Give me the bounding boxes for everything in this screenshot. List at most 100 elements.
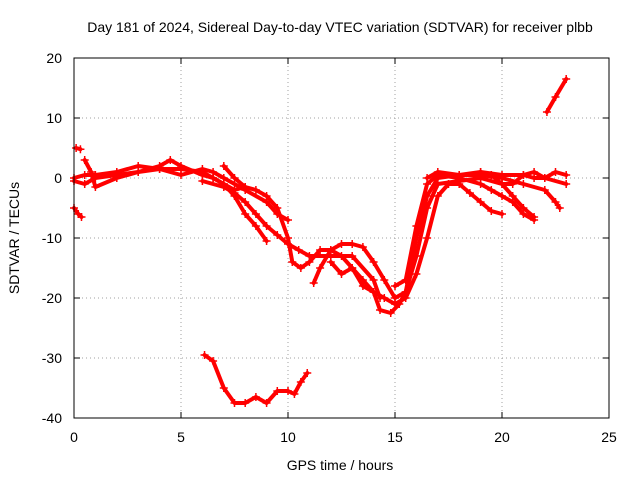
grid bbox=[74, 58, 609, 418]
data-point bbox=[251, 186, 260, 194]
data-point bbox=[166, 156, 175, 164]
data-point bbox=[401, 288, 410, 296]
data-point bbox=[262, 222, 271, 230]
data-point bbox=[262, 399, 271, 407]
data-point bbox=[423, 234, 432, 242]
data-point bbox=[284, 234, 292, 242]
y-tick-label: -20 bbox=[42, 290, 62, 306]
data-point bbox=[262, 192, 271, 200]
data-point bbox=[401, 276, 410, 284]
data-point bbox=[423, 174, 432, 182]
data-point bbox=[498, 192, 506, 200]
data-point bbox=[551, 168, 560, 176]
data-point bbox=[230, 399, 239, 407]
y-tick-label: -40 bbox=[42, 410, 62, 426]
data-point bbox=[209, 357, 218, 365]
series-arc-13 bbox=[202, 353, 310, 405]
data-point bbox=[358, 282, 367, 290]
data-point bbox=[80, 180, 89, 188]
x-tick-label: 10 bbox=[280, 429, 296, 445]
data-point bbox=[76, 145, 85, 154]
data-point bbox=[487, 171, 496, 179]
data-point bbox=[219, 174, 228, 182]
data-point bbox=[87, 168, 96, 176]
series-arc-9 bbox=[311, 173, 562, 300]
data-point bbox=[219, 183, 228, 191]
x-tick-label: 25 bbox=[601, 429, 617, 445]
data-point bbox=[273, 204, 282, 212]
chart-title: Day 181 of 2024, Sidereal Day-to-day VTE… bbox=[87, 19, 593, 35]
data-point bbox=[296, 264, 305, 272]
data-point bbox=[380, 294, 389, 302]
data-point bbox=[296, 378, 305, 386]
data-point bbox=[551, 198, 560, 206]
data-point bbox=[540, 174, 549, 182]
data-point bbox=[412, 222, 421, 230]
y-tick-label: 0 bbox=[54, 170, 62, 186]
y-tick-label: -30 bbox=[42, 350, 62, 366]
data-point bbox=[498, 210, 506, 218]
data-point bbox=[358, 243, 367, 251]
x-tick-label: 15 bbox=[387, 429, 403, 445]
data-point bbox=[290, 390, 299, 398]
data-point bbox=[77, 213, 86, 221]
data-point bbox=[530, 216, 539, 224]
series-arc-10 bbox=[393, 173, 537, 288]
data-point bbox=[337, 270, 346, 278]
data-point bbox=[251, 393, 260, 401]
data-point bbox=[309, 279, 318, 287]
data-point bbox=[284, 387, 292, 395]
x-tick-label: 0 bbox=[70, 429, 78, 445]
data-point bbox=[230, 174, 239, 182]
data-point bbox=[519, 180, 528, 188]
data-point bbox=[433, 168, 442, 176]
y-tick-label: 10 bbox=[46, 110, 62, 126]
x-tick-label: 20 bbox=[494, 429, 510, 445]
data-point bbox=[465, 189, 474, 197]
data-point bbox=[241, 210, 250, 218]
data-point bbox=[284, 216, 292, 224]
data-point bbox=[326, 258, 335, 266]
data-point bbox=[80, 171, 89, 179]
data-point bbox=[198, 177, 207, 185]
data-point bbox=[177, 171, 185, 179]
data-point bbox=[508, 198, 517, 206]
data-point bbox=[476, 180, 485, 188]
data-point bbox=[198, 165, 207, 173]
data-point bbox=[219, 162, 228, 170]
data-point bbox=[316, 264, 325, 272]
y-tick-label: -10 bbox=[42, 230, 62, 246]
data-point bbox=[155, 165, 164, 173]
data-point bbox=[177, 162, 185, 170]
data-point bbox=[540, 186, 549, 194]
data-point bbox=[455, 171, 464, 179]
data-point bbox=[251, 210, 260, 218]
data-point bbox=[80, 156, 89, 164]
data-point bbox=[369, 276, 378, 284]
data-point bbox=[444, 180, 453, 188]
data-point bbox=[273, 231, 282, 239]
data-point bbox=[369, 288, 378, 296]
data-point bbox=[433, 192, 442, 200]
y-tick-labels: -40 -30 -20 -10 0 10 20 bbox=[42, 50, 62, 426]
data-point bbox=[326, 246, 335, 254]
data-point bbox=[348, 240, 357, 248]
data-point bbox=[230, 189, 239, 197]
data-point bbox=[288, 258, 297, 266]
data-point bbox=[241, 399, 250, 407]
data-point bbox=[376, 306, 385, 314]
data-point bbox=[562, 180, 571, 188]
data-point bbox=[476, 168, 485, 176]
data-point bbox=[476, 198, 485, 206]
data-point bbox=[72, 144, 81, 152]
data-point bbox=[530, 168, 539, 176]
data-point bbox=[209, 168, 218, 176]
data-point bbox=[251, 222, 260, 230]
data-point bbox=[498, 171, 506, 179]
data-point bbox=[487, 186, 496, 194]
data-point bbox=[348, 252, 357, 260]
series-arc-6 bbox=[200, 179, 382, 300]
data-point bbox=[391, 294, 399, 302]
data-point bbox=[542, 108, 551, 116]
x-axis-label: GPS time / hours bbox=[287, 457, 394, 473]
